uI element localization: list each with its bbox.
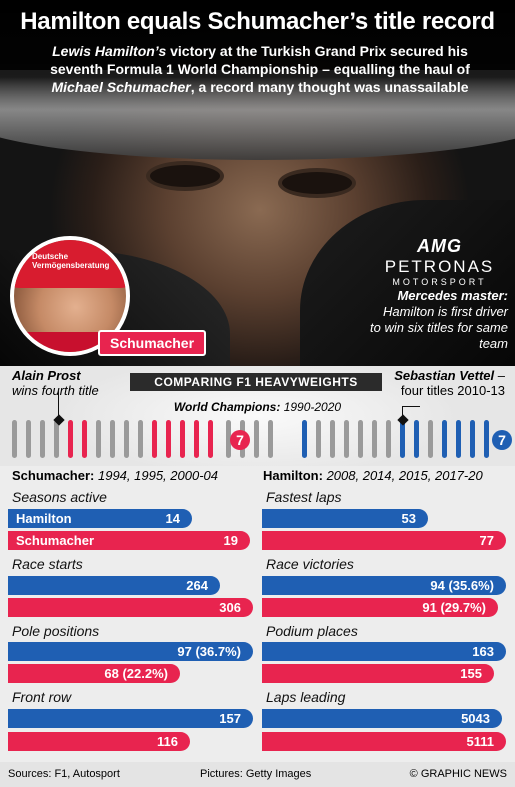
standfirst: Lewis Hamilton’s victory at the Turkish … <box>50 43 470 95</box>
victories-hamilton-bar: 94 (35.6%) <box>262 576 506 595</box>
year-bar <box>268 420 273 458</box>
mercedes-caption: Mercedes master: Hamilton is first driver… <box>370 288 508 351</box>
year-bar <box>124 420 129 458</box>
eye-right <box>282 172 352 194</box>
year-bar <box>26 420 31 458</box>
fastest-laps-label: Fastest laps <box>266 489 342 505</box>
vettel-leader-line <box>402 406 403 420</box>
year-bar <box>152 420 157 458</box>
victories-label: Race victories <box>266 556 354 572</box>
laps-schumacher-bar: 5111 <box>262 732 506 751</box>
prost-note: Alain Prost wins fourth title <box>12 368 99 398</box>
starts-label: Race starts <box>12 556 83 572</box>
laps-hamilton-bar: 5043 <box>262 709 502 728</box>
hamilton-years: Hamilton: 2008, 2014, 2015, 2017-20 <box>263 468 483 483</box>
poles-schumacher-bar: 68 (22.2%) <box>8 664 180 683</box>
eye-left <box>150 165 220 187</box>
fastest-schumacher-bar: 77 <box>262 531 506 550</box>
year-bar <box>358 420 363 458</box>
hamilton-title-count: 7 <box>492 430 512 450</box>
year-bar <box>54 420 59 458</box>
year-bar <box>302 420 307 458</box>
year-bar <box>180 420 185 458</box>
front-row-schumacher-bar: 116 <box>8 732 190 751</box>
year-bar <box>372 420 377 458</box>
picture-credit: Pictures: Getty Images <box>200 768 312 780</box>
champions-timeline: 7 7 <box>12 390 512 460</box>
year-bar <box>414 420 419 458</box>
year-bar <box>166 420 171 458</box>
sources: Sources: F1, Autosport <box>8 768 120 780</box>
seasons-label: Seasons active <box>12 489 107 505</box>
year-bar <box>208 420 213 458</box>
victories-schumacher-bar: 91 (29.7%) <box>262 598 498 617</box>
schumacher-title-count: 7 <box>230 430 250 450</box>
year-bar <box>68 420 73 458</box>
poles-label: Pole positions <box>12 623 100 639</box>
year-bar <box>344 420 349 458</box>
year-bar <box>40 420 45 458</box>
schumacher-tag: Schumacher <box>98 330 207 356</box>
year-bar <box>456 420 461 458</box>
year-bar <box>226 420 231 458</box>
vettel-leader-line-h <box>402 406 420 407</box>
year-bar <box>96 420 101 458</box>
year-bar <box>254 420 259 458</box>
podiums-schumacher-bar: 155 <box>262 664 494 683</box>
schumacher-years: Schumacher: 1994, 1995, 2000-04 <box>12 468 218 483</box>
seasons-hamilton-bar: Hamilton 14 <box>8 509 192 528</box>
year-bar <box>442 420 447 458</box>
year-bar <box>428 420 433 458</box>
champions-label: World Champions: 1990-2020 <box>173 400 342 414</box>
year-bar <box>82 420 87 458</box>
year-bar <box>470 420 475 458</box>
podiums-label: Podium places <box>266 623 358 639</box>
year-bar <box>194 420 199 458</box>
front-row-label: Front row <box>12 689 72 705</box>
year-bar <box>138 420 143 458</box>
vettel-note: Sebastian Vettel – four titles 2010-13 <box>394 368 505 398</box>
year-bar <box>330 420 335 458</box>
year-bar <box>110 420 115 458</box>
year-bar <box>484 420 489 458</box>
starts-hamilton-bar: 264 <box>8 576 220 595</box>
fastest-hamilton-bar: 53 <box>262 509 428 528</box>
headline: Hamilton equals Schumacher’s title recor… <box>20 8 495 35</box>
section-label: COMPARING F1 HEAVYWEIGHTS <box>130 373 382 391</box>
year-bar <box>12 420 17 458</box>
seasons-schumacher-bar: Schumacher 19 <box>8 531 250 550</box>
publisher-credit: © GRAPHIC NEWS <box>409 768 507 780</box>
laps-leading-label: Laps leading <box>266 689 346 705</box>
footer: Sources: F1, Autosport Pictures: Getty I… <box>0 762 515 787</box>
starts-schumacher-bar: 306 <box>8 598 253 617</box>
year-bar <box>316 420 321 458</box>
front-row-hamilton-bar: 157 <box>8 709 253 728</box>
prost-leader-line <box>58 390 59 420</box>
amg-petronas-logo: AMG PETRONAS MOTORSPORT <box>384 236 495 287</box>
poles-hamilton-bar: 97 (36.7%) <box>8 642 253 661</box>
year-bar <box>386 420 391 458</box>
header-shade <box>0 0 515 110</box>
year-bar <box>400 420 405 458</box>
podiums-hamilton-bar: 163 <box>262 642 506 661</box>
